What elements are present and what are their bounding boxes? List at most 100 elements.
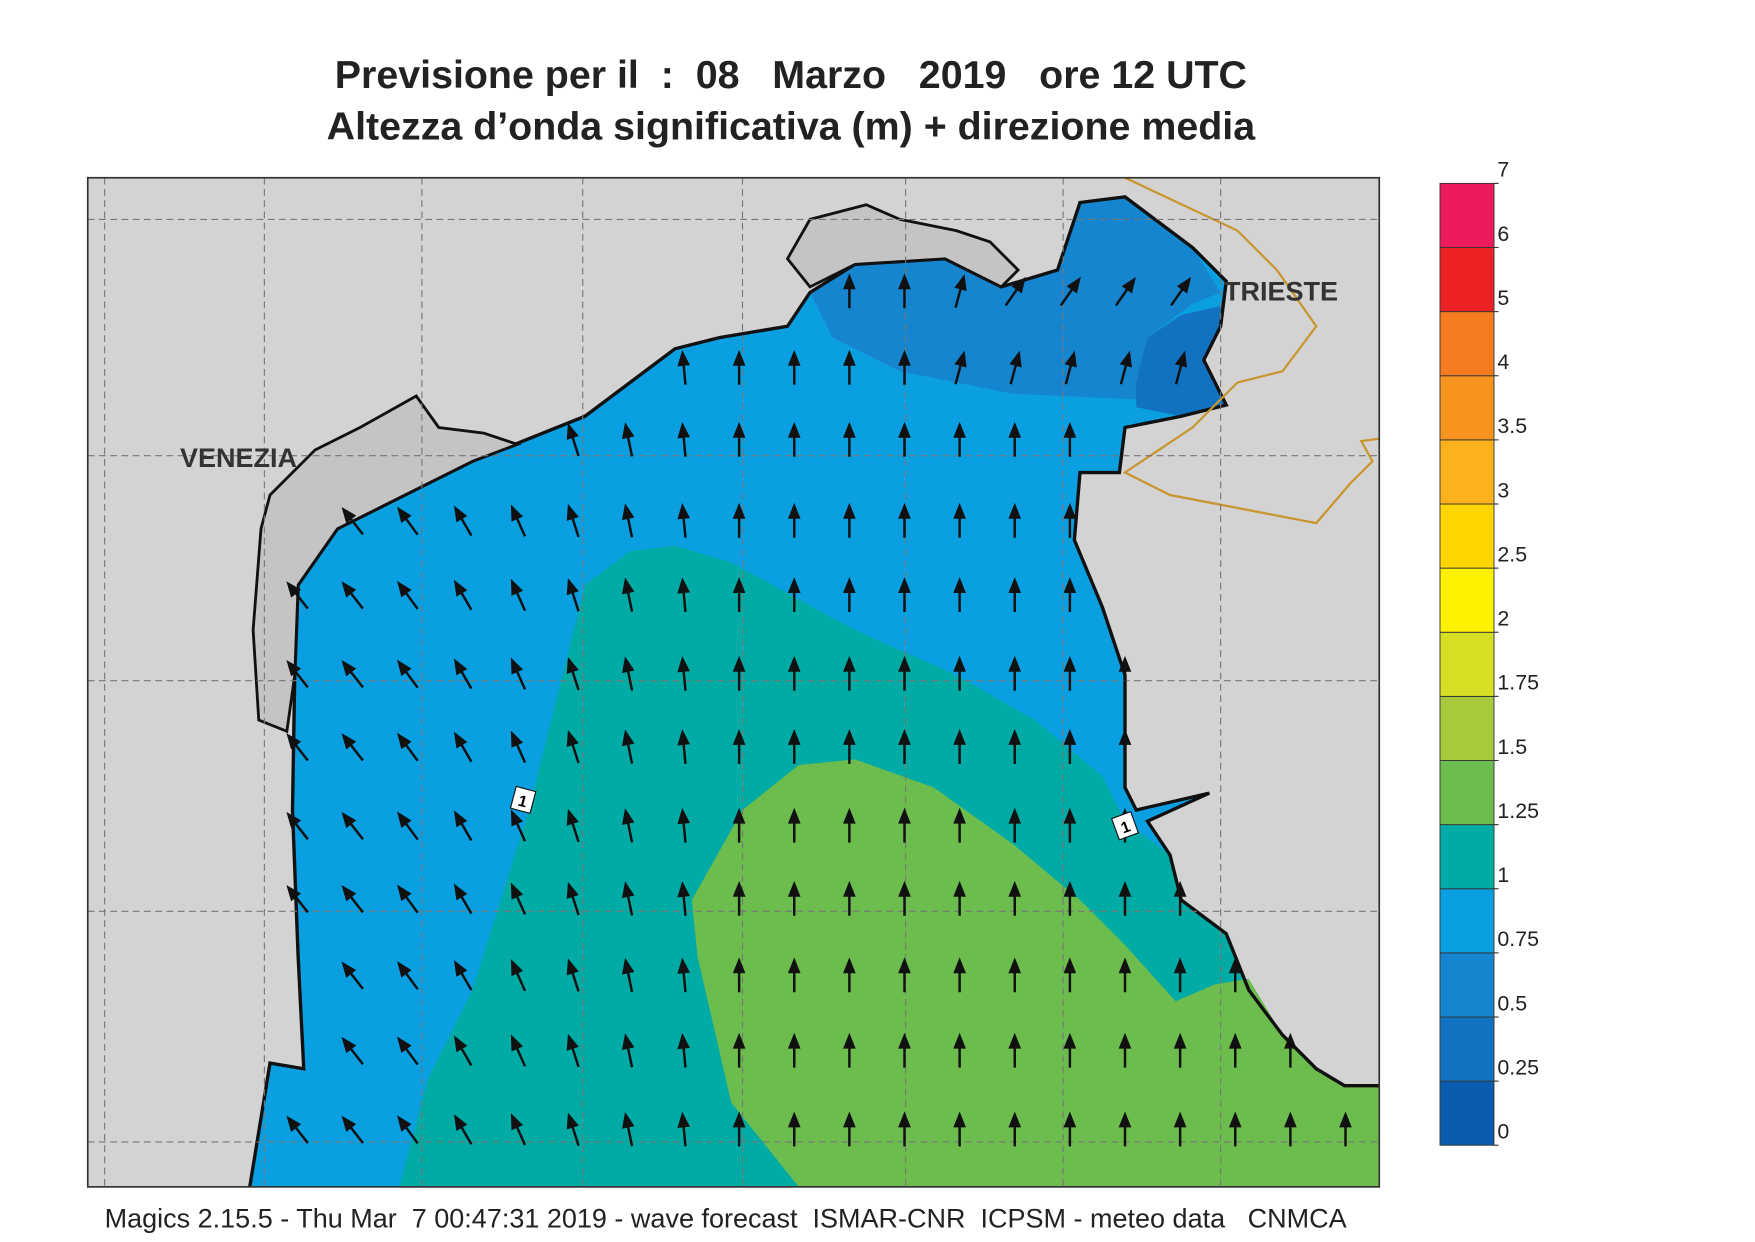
- arrow: [286, 733, 309, 762]
- arrow: [1063, 957, 1077, 993]
- arrow: [453, 658, 473, 690]
- arrow: [453, 579, 473, 611]
- arrow: [843, 880, 856, 916]
- arrow: [677, 350, 690, 385]
- arrow: [622, 422, 635, 457]
- arrow: [732, 1032, 746, 1068]
- arrow: [1228, 957, 1242, 993]
- arrow: [1008, 1032, 1022, 1068]
- arrow: [1173, 1032, 1187, 1068]
- arrow: [397, 811, 419, 841]
- arrow: [953, 807, 966, 843]
- arrow: [510, 959, 527, 992]
- arrow: [453, 1114, 473, 1145]
- arrow: [1059, 276, 1081, 307]
- title-line-2: Altezza d’onda significativa (m) + direz…: [327, 105, 1257, 149]
- arrow: [1063, 421, 1077, 457]
- arrow: [397, 1115, 419, 1145]
- arrow: [1008, 807, 1022, 843]
- arrow: [622, 729, 635, 764]
- colorbar-segment: [1439, 888, 1495, 954]
- arrow: [397, 961, 419, 990]
- colorbar-segment: [1439, 695, 1495, 761]
- colorbar-label: 1.5: [1497, 735, 1527, 759]
- arrow: [787, 421, 801, 457]
- colorbar-label: 0.25: [1497, 1055, 1539, 1079]
- arrow: [1063, 502, 1077, 538]
- arrow: [953, 880, 966, 916]
- border: [1122, 177, 1380, 525]
- arrow: [1008, 577, 1022, 612]
- arrow: [341, 733, 364, 762]
- colorbar-segment: [1439, 824, 1495, 890]
- arrow: [286, 884, 309, 914]
- arrow: [622, 881, 635, 916]
- arrow: [1118, 1111, 1132, 1147]
- lagoon-marano: [785, 203, 1021, 289]
- map-frame: [86, 176, 1381, 1188]
- arrow: [1008, 421, 1022, 457]
- arrow: [898, 880, 911, 916]
- colorbar-label: 3.5: [1497, 414, 1527, 438]
- city-label: TRIESTE: [1224, 276, 1338, 306]
- arrow: [566, 422, 580, 457]
- arrow: [397, 884, 419, 914]
- contour-label: 1: [509, 785, 537, 815]
- arrow: [732, 880, 746, 916]
- arrow: [566, 656, 580, 691]
- arrow: [341, 659, 364, 689]
- arrow: [843, 421, 856, 457]
- arrow: [510, 882, 527, 915]
- arrow: [1118, 1032, 1132, 1068]
- arrow: [898, 502, 911, 538]
- arrow: [843, 1032, 856, 1068]
- arrow: [1063, 577, 1077, 612]
- arrow: [843, 502, 856, 538]
- colorbar-segment: [1439, 567, 1495, 633]
- arrow: [1008, 880, 1022, 916]
- arrow: [787, 807, 801, 843]
- arrow: [732, 502, 746, 538]
- arrow: [341, 1115, 364, 1144]
- arrow: [843, 577, 856, 612]
- arrow: [787, 502, 801, 538]
- arrow: [953, 655, 966, 691]
- colorbar-segment: [1439, 375, 1495, 441]
- arrow: [453, 883, 473, 915]
- arrow: [843, 349, 856, 385]
- arrow: [1118, 729, 1132, 764]
- colorbar-label: 6: [1497, 222, 1509, 246]
- colorbar-label: 7: [1497, 158, 1509, 182]
- arrow: [1008, 655, 1022, 691]
- arrow: [1173, 1111, 1187, 1147]
- arrow: [341, 811, 364, 841]
- arrow: [566, 958, 580, 992]
- arrow: [732, 729, 746, 764]
- arrow: [566, 729, 580, 764]
- arrow: [510, 730, 527, 764]
- arrow: [953, 1032, 966, 1068]
- colorbar-segment: [1439, 247, 1495, 313]
- arrow: [286, 811, 309, 841]
- arrow: [787, 880, 801, 916]
- arrow: [622, 577, 635, 612]
- arrow: [397, 659, 419, 689]
- arrow: [1063, 1032, 1077, 1068]
- direction-arrows: [286, 273, 1352, 1147]
- arrow: [898, 577, 911, 612]
- colorbar-segment: [1439, 1016, 1495, 1082]
- arrow: [898, 957, 911, 993]
- arrow: [566, 881, 580, 916]
- colorbar-label: 0.75: [1497, 927, 1539, 951]
- arrow: [732, 577, 746, 612]
- arrow: [1174, 350, 1188, 385]
- arrow: [1063, 655, 1077, 691]
- arrow: [453, 1035, 473, 1067]
- arrow: [1063, 1111, 1077, 1147]
- colorbar-label: 0: [1497, 1120, 1509, 1144]
- arrow: [677, 503, 690, 538]
- arrow: [732, 421, 746, 457]
- arrow: [1284, 1032, 1297, 1068]
- arrow: [622, 808, 635, 843]
- arrow: [397, 506, 419, 536]
